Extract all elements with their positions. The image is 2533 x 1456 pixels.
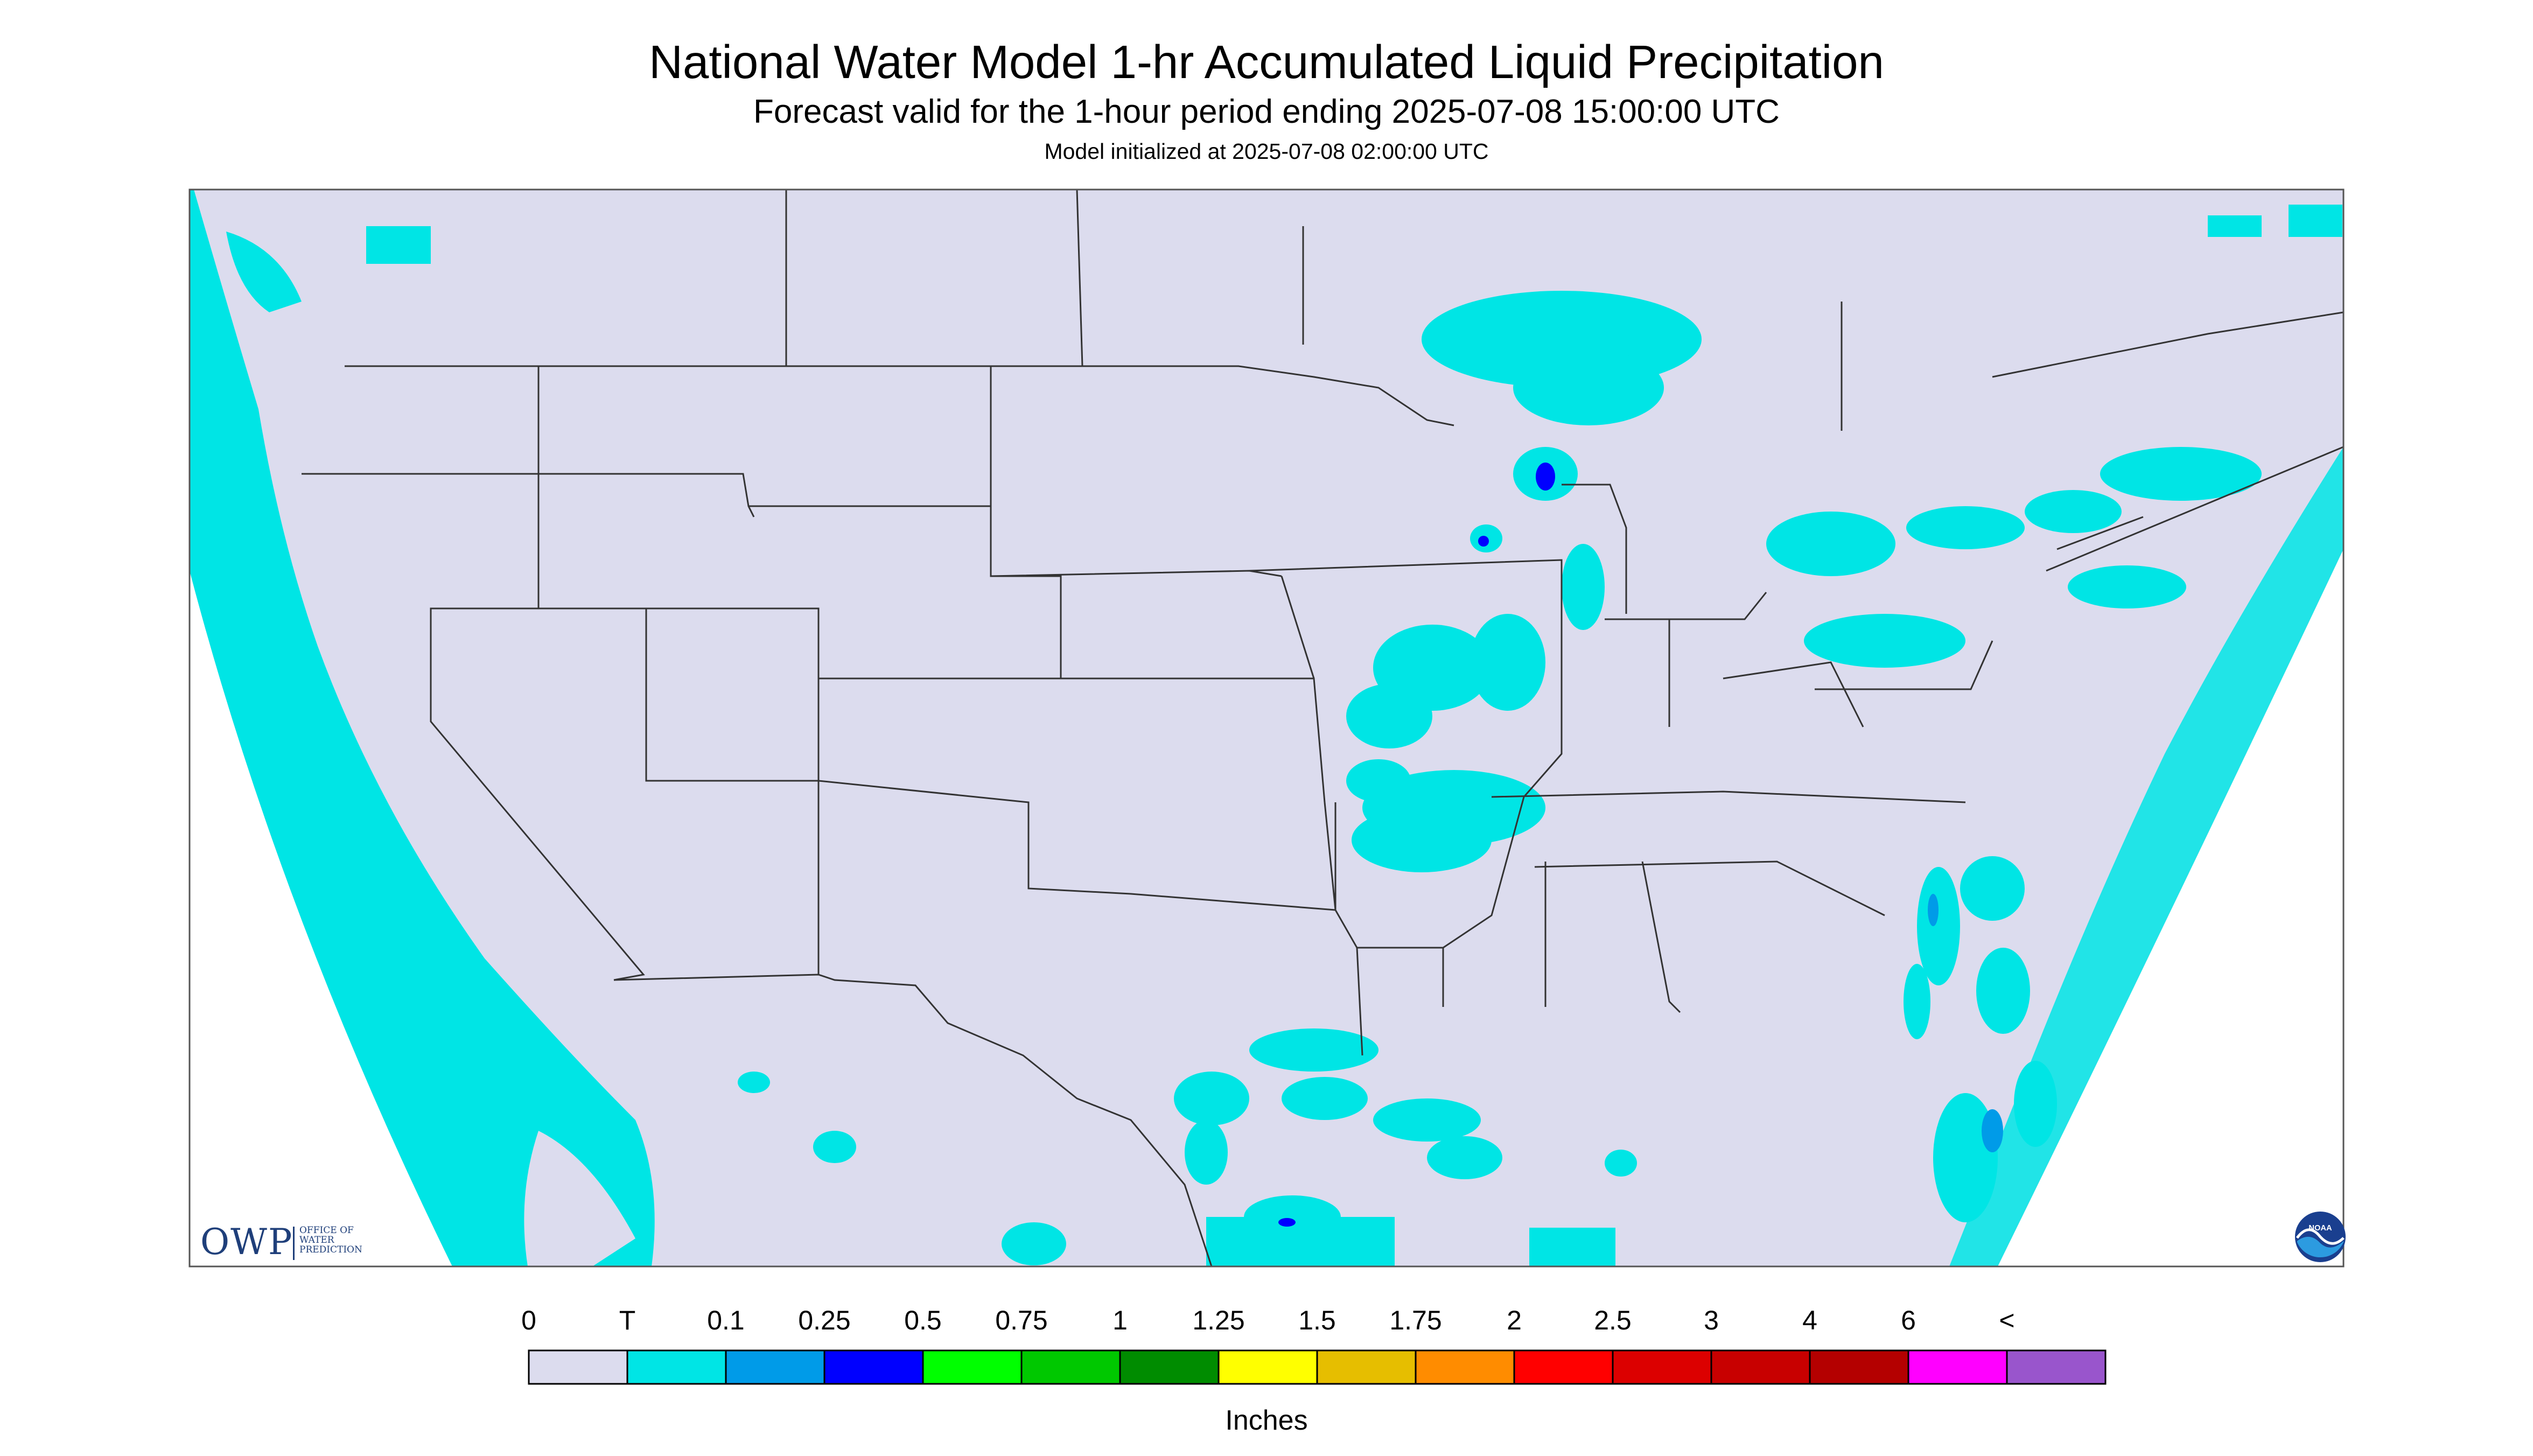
legend-swatch xyxy=(1710,1349,1811,1385)
political-boundaries xyxy=(302,189,2344,1267)
owp-logo-text: OWP xyxy=(200,1221,293,1263)
land-baja xyxy=(524,1131,635,1266)
legend-swatch xyxy=(1907,1349,2008,1385)
legend-tick-label: < xyxy=(1999,1305,2015,1335)
owp-logo-subtext: OFFICE OF WATER PREDICTION xyxy=(299,1225,362,1255)
legend-swatch xyxy=(1020,1349,1121,1385)
legend-tick-label: 2.5 xyxy=(1594,1305,1632,1335)
legend-tick-label: 0.25 xyxy=(798,1305,851,1335)
legend-swatch xyxy=(2006,1349,2107,1385)
legend-tick-label: 0.5 xyxy=(904,1305,942,1335)
legend-tick-label: 1 xyxy=(1112,1305,1128,1335)
legend-swatch xyxy=(626,1349,727,1385)
legend-swatch xyxy=(528,1349,628,1385)
legend-tick-label: 0.1 xyxy=(707,1305,745,1335)
legend-tick-label: 4 xyxy=(1802,1305,1817,1335)
legend-tick-label: 1.5 xyxy=(1298,1305,1336,1335)
precip-pacific-band xyxy=(190,190,655,1266)
legend-tick-label: T xyxy=(619,1305,636,1335)
legend-swatch xyxy=(1513,1349,1614,1385)
model-init-text: Model initialized at 2025-07-08 02:00:00… xyxy=(1044,139,1489,164)
legend-swatch xyxy=(725,1349,825,1385)
legend-tick-label: 1.75 xyxy=(1389,1305,1442,1335)
map-frame xyxy=(188,188,2345,1268)
legend-swatch xyxy=(1415,1349,1515,1385)
map-subtitle: Forecast valid for the 1-hour period end… xyxy=(753,93,1780,130)
legend-units: Inches xyxy=(1225,1405,1308,1436)
legend-tick-label: 3 xyxy=(1704,1305,1719,1335)
precip-cells xyxy=(366,205,2342,1266)
legend-tick-label: 2 xyxy=(1507,1305,1522,1335)
precip-atlantic-band xyxy=(1949,447,2343,1266)
legend-swatch xyxy=(1316,1349,1417,1385)
legend-swatch xyxy=(823,1349,924,1385)
legend-tick-label: 0 xyxy=(521,1305,536,1335)
precip-washington xyxy=(226,232,302,312)
noaa-logo-text: NOAA xyxy=(2308,1224,2332,1233)
legend-swatch xyxy=(1612,1349,1712,1385)
legend-swatch xyxy=(922,1349,1023,1385)
noaa-logo: NOAA xyxy=(2294,1211,2346,1263)
model-domain xyxy=(190,190,2343,1266)
owp-logo-divider xyxy=(293,1227,295,1260)
legend-swatch xyxy=(1119,1349,1220,1385)
owp-logo: OWP OFFICE OF WATER PREDICTION xyxy=(200,1221,378,1271)
map-title: National Water Model 1-hr Accumulated Li… xyxy=(649,36,1884,88)
legend-swatch xyxy=(1217,1349,1318,1385)
legend-tick-label: 6 xyxy=(1901,1305,1916,1335)
legend-tick-label: 1.25 xyxy=(1192,1305,1245,1335)
legend-color-bar xyxy=(528,1349,2107,1385)
legend-swatch xyxy=(1809,1349,1909,1385)
legend-tick-label: 0.75 xyxy=(995,1305,1048,1335)
